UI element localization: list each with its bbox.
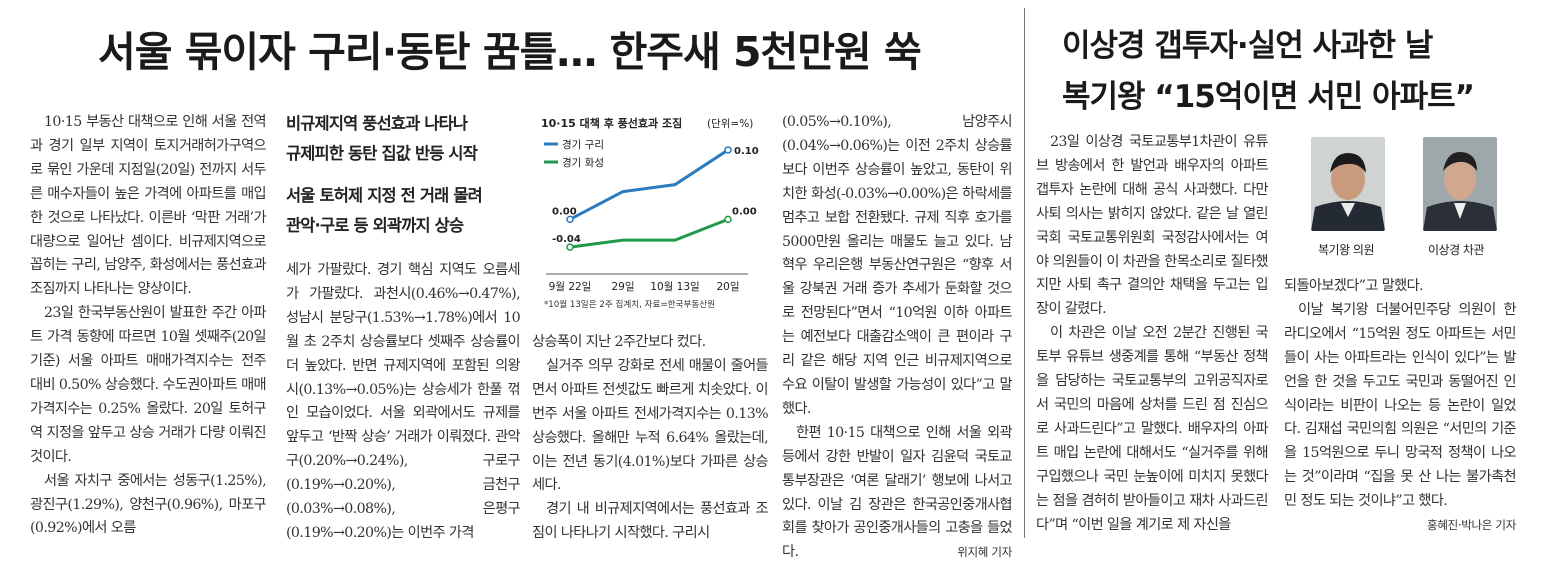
- article2-headline-line1: 이상경 갭투자·실언 사과한 날: [1062, 28, 1433, 64]
- article-divider: [1024, 8, 1025, 538]
- paragraph: 10·15 부동산 대책으로 인해 서울 전역과 경기 일부 지역이 토지거래허…: [30, 114, 267, 298]
- photo-caption-bok-giwang: 복기왕 의원: [1318, 243, 1375, 257]
- article1-column-4: (0.05%→0.10%), 남양주시(0.04%→0.06%)는 이전 2주치…: [782, 111, 1013, 565]
- chart: 10·15 대책 후 풍선효과 조짐 (단위=%) 경기 구리 경기 화성 0.…: [532, 109, 772, 324]
- article1-headline: 서울 묶이자 구리·동탄 꿈틀… 한주새 5천만원 쑥: [98, 28, 922, 76]
- paragraph: 서울 자치구 중에서는 성동구(1.25%), 광진구(1.29%), 양천구(…: [30, 472, 267, 537]
- subhead-line: 규제피한 동탄 집값 반등 시작: [286, 144, 478, 163]
- article2-column-1: 23일 이상경 국토교통부1차관이 유튜브 방송에서 한 발언과 배우자의 아파…: [1036, 131, 1269, 537]
- paragraph: 되돌아보겠다”고 말했다.: [1284, 278, 1424, 294]
- subhead-line: 비규제지역 풍선효과 나타나: [286, 114, 468, 133]
- data-point: [566, 243, 574, 251]
- photo-bok-giwang: [1311, 137, 1385, 231]
- paragraph: 이날 복기왕 더불어민주당 의원이 한 라디오에서 “15억원 정도 아파트는 …: [1284, 299, 1517, 532]
- subhead-line: 관악·구로 등 외곽까지 상승: [286, 216, 464, 235]
- article1-column-3: 상승폭이 지난 2주간보다 컸다. 실거주 의무 강화로 전세 매물이 줄어들면…: [532, 331, 769, 546]
- article1-column-1: 10·15 부동산 대책으로 인해 서울 전역과 경기 일부 지역이 토지거래허…: [30, 111, 267, 541]
- data-point: [724, 215, 732, 224]
- paragraph: 실거주 의무 강화로 전세 매물이 줄어들면서 아파트 전셋값도 빠르게 치솟았…: [532, 357, 769, 494]
- photo-caption-lee-sanggyeong: 이상경 차관: [1428, 243, 1485, 257]
- photo-lee-sanggyeong: [1423, 137, 1497, 231]
- data-label-hwaseong-end: 0.00: [732, 206, 757, 217]
- byline: 위지혜 기자: [957, 545, 1012, 560]
- x-tick-label: 9월 22일: [549, 280, 592, 293]
- paragraph: 한편 10·15 대책으로 인해 서울 외곽 등에서 강한 반발이 일자 김윤덕…: [782, 422, 1013, 565]
- paragraph: 경기 내 비규제지역에서는 풍선효과 조짐이 나타나기 시작했다. 구리시: [532, 501, 769, 542]
- data-label-guri-start: 0.00: [552, 206, 577, 217]
- paragraph: 23일 이상경 국토교통부1차관이 유튜브 방송에서 한 발언과 배우자의 아파…: [1036, 134, 1269, 318]
- article1-subhead-group-1: 비규제지역 풍선효과 나타나 규제피한 동탄 집값 반등 시작: [286, 109, 521, 169]
- legend-label-guri: 경기 구리: [562, 138, 604, 151]
- data-label-guri-end: 0.10: [734, 146, 759, 157]
- data-point: [566, 215, 574, 224]
- chart-svg: 10·15 대책 후 풍선효과 조짐 (단위=%) 경기 구리 경기 화성 0.…: [541, 116, 759, 310]
- article1-subhead-group-2: 서울 토허제 지정 전 거래 몰려 관악·구로 등 외곽까지 상승: [286, 181, 521, 241]
- chart-unit: (단위=%): [707, 117, 753, 130]
- paragraph-text: 이날 복기왕 더불어민주당 의원이 한 라디오에서 “15억원 정도 아파트는 …: [1284, 301, 1517, 510]
- byline: 홍혜진·박나은 기자: [1427, 518, 1516, 533]
- x-tick-label: 10월 13일: [650, 280, 699, 293]
- x-tick-label: 20일: [716, 280, 739, 293]
- data-point: [724, 146, 732, 154]
- article2-column-2: 되돌아보겠다”고 말했다. 이날 복기왕 더불어민주당 의원이 한 라디오에서 …: [1284, 275, 1517, 538]
- paragraph-text: 한편 10·15 대책으로 인해 서울 외곽 등에서 강한 반발이 일자 김윤덕…: [782, 424, 1013, 561]
- paragraph: 상승폭이 지난 2주간보다 컸다.: [532, 334, 706, 350]
- series-line-guri: [569, 148, 729, 221]
- article1-column-2: 세가 가팔랐다. 경기 핵심 지역도 오름세가 가팔랐다. 과천시(0.46%→…: [286, 259, 521, 546]
- subhead-line: 서울 토허제 지정 전 거래 몰려: [286, 186, 483, 205]
- x-tick-label: 29일: [611, 280, 634, 293]
- article2-headline-line2: 복기왕 “15억이면 서민 아파트”: [1062, 79, 1475, 115]
- series-line-hwaseong: [569, 217, 729, 249]
- paragraph: (0.05%→0.10%), 남양주시(0.04%→0.06%)는 이전 2주치…: [782, 114, 1013, 417]
- chart-title: 10·15 대책 후 풍선효과 조짐: [541, 116, 682, 130]
- paragraph: 이 차관은 이날 오전 2분간 진행된 국토부 유튜브 생중계를 통해 “부동산…: [1036, 325, 1269, 533]
- data-label-hwaseong-start: -0.04: [552, 234, 581, 245]
- chart-footnote: *10월 13일은 2주 집계치, 자료=한국부동산원: [544, 298, 715, 310]
- paragraph: 23일 한국부동산원이 발표한 주간 아파트 가격 동향에 따르면 10월 셋째…: [30, 305, 267, 465]
- legend-label-hwaseong: 경기 화성: [562, 156, 604, 169]
- paragraph: 세가 가팔랐다. 경기 핵심 지역도 오름세가 가팔랐다. 과천시(0.46%→…: [286, 262, 521, 541]
